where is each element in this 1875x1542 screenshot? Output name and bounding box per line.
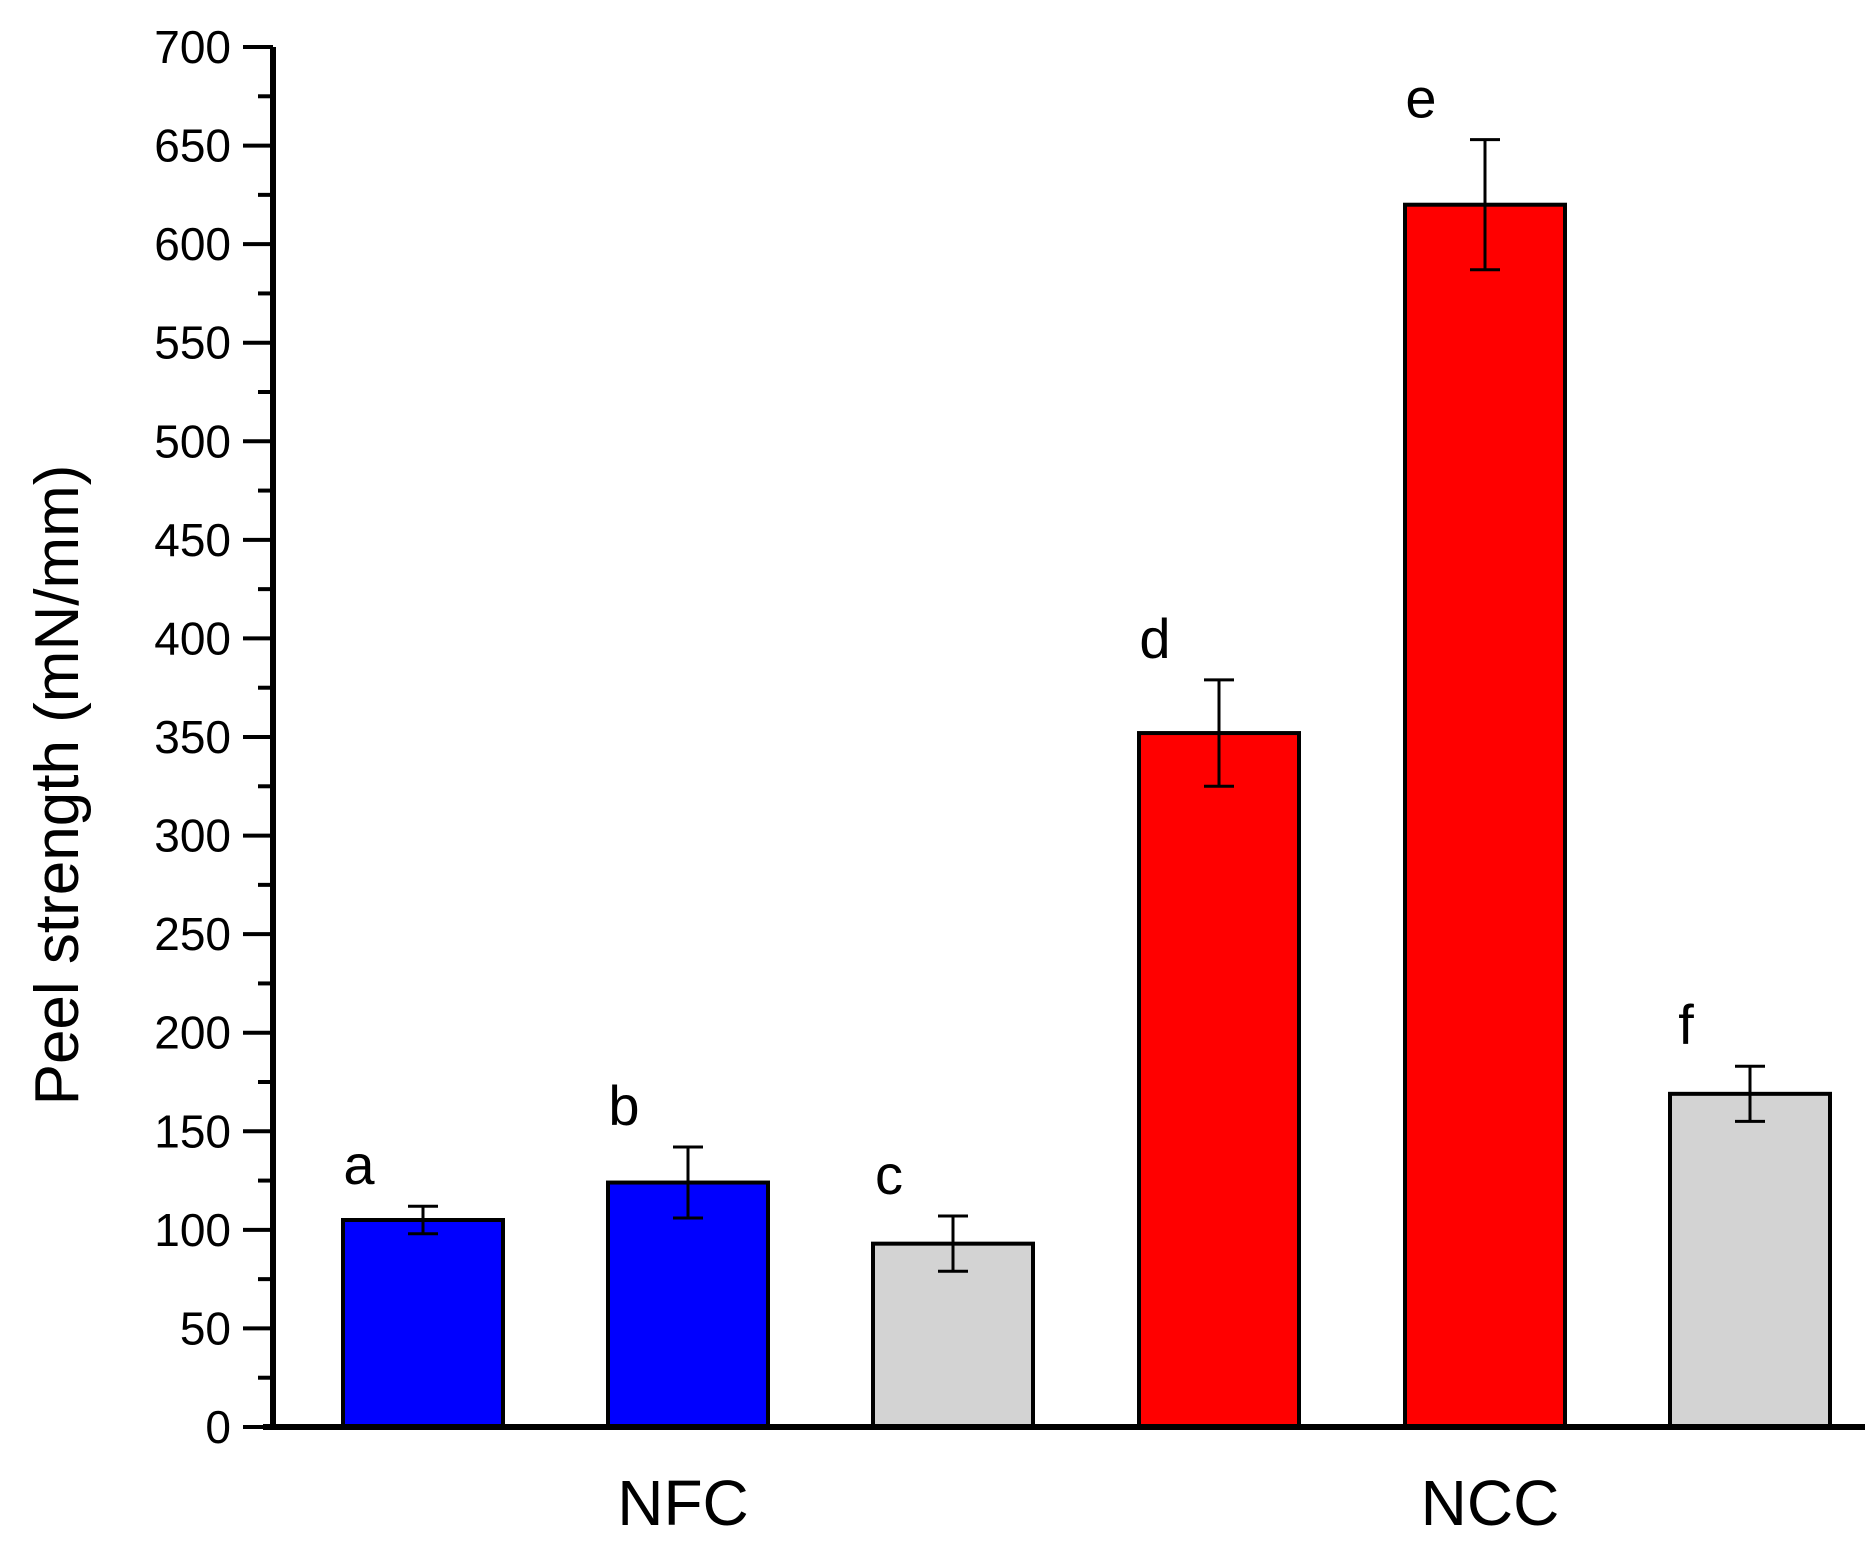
bar-label-d: d [1139, 607, 1170, 670]
y-tick-label: 400 [154, 612, 231, 664]
y-tick-label: 0 [205, 1401, 231, 1453]
y-tick-label: 200 [154, 1007, 231, 1059]
bars [341, 202, 1832, 1430]
bar-e [1403, 202, 1567, 1430]
y-tick-label: 50 [180, 1302, 231, 1354]
bar-label-f: f [1678, 993, 1694, 1056]
bar-c [871, 1241, 1035, 1429]
y-tick-label: 700 [154, 21, 231, 73]
y-axis-title: Peel strength (mN/mm) [23, 465, 92, 1106]
bar-label-e: e [1405, 67, 1436, 130]
y-tick-label: 550 [154, 317, 231, 369]
bar-a [341, 1218, 505, 1429]
bar-d [1137, 731, 1301, 1429]
group-label-ncc: NCC [1421, 1467, 1560, 1539]
bar-letter-labels: a b c d e f [343, 67, 1694, 1206]
group-label-nfc: NFC [617, 1467, 749, 1539]
bar-label-c: c [875, 1143, 903, 1206]
y-tick-label: 150 [154, 1105, 231, 1157]
bar-f [1668, 1091, 1832, 1430]
y-tick-label: 350 [154, 711, 231, 763]
y-tick-label: 500 [154, 415, 231, 467]
y-axis-ticks: 0 50 100 150 200 250 300 350 400 450 500 550 600 650 7… [154, 21, 273, 1453]
y-tick-label: 650 [154, 120, 231, 172]
bar-label-b: b [608, 1074, 639, 1137]
bar-b [606, 1180, 770, 1429]
error-bars [408, 138, 1765, 1273]
y-tick-label: 100 [154, 1204, 231, 1256]
y-tick-label: 600 [154, 218, 231, 270]
y-tick-label: 450 [154, 514, 231, 566]
y-tick-label: 250 [154, 908, 231, 960]
bar-label-a: a [343, 1133, 375, 1196]
y-tick-label: 300 [154, 810, 231, 862]
